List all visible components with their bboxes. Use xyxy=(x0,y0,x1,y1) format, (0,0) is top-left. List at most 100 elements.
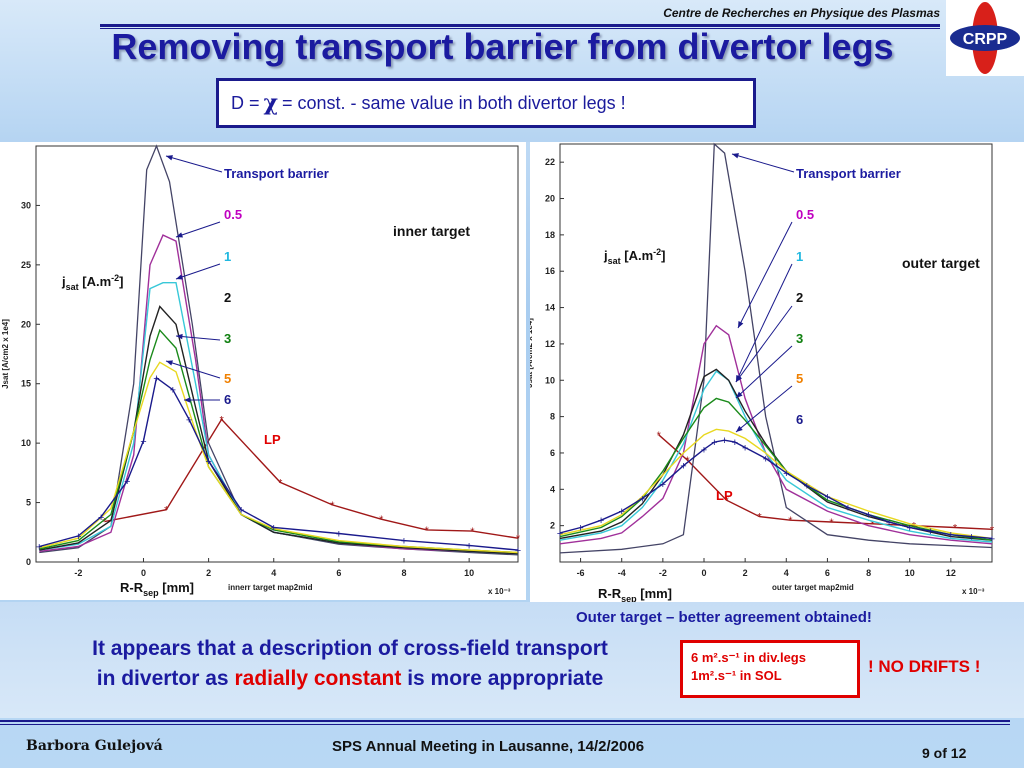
y-tick-label: 22 xyxy=(545,157,555,167)
plot-frame xyxy=(35,145,519,563)
formula-suffix: = const. - same value in both divertor l… xyxy=(282,92,626,113)
legend-arrow-transport-barrier xyxy=(731,153,795,173)
x-tick-label: 0 xyxy=(701,568,706,578)
series-6-point-marker: + xyxy=(466,540,472,552)
lp-point-marker: * xyxy=(657,430,662,442)
legend-label-3: 3 xyxy=(796,331,803,346)
series-6-point-marker: + xyxy=(968,532,974,544)
series-6-point-marker: + xyxy=(205,456,211,468)
series-6-point-marker: + xyxy=(762,453,768,465)
series-line-6 xyxy=(559,439,993,540)
y-axis-label: Jsat [A/cm2 x 1e4] xyxy=(1,319,10,389)
y-tick-label: 16 xyxy=(545,266,555,276)
x-tick-label: 8 xyxy=(402,568,407,578)
legend-arrowhead-0-5 xyxy=(176,232,183,238)
conclusion-pre: in divertor as xyxy=(96,667,229,690)
series-6-point-marker: + xyxy=(680,461,686,473)
series-6-point-marker: + xyxy=(865,510,871,522)
series-line-0-5 xyxy=(559,324,993,545)
series-6-point-marker: + xyxy=(598,515,604,527)
footer-meeting: SPS Annual Meeting in Lausanne, 14/2/200… xyxy=(332,738,645,755)
lp-point-marker: * xyxy=(724,495,729,507)
formula-prefix: D = xyxy=(231,92,260,113)
legend-label-transport-barrier: Transport barrier xyxy=(796,166,901,181)
lp-point-marker: * xyxy=(330,500,335,512)
series-line-lp xyxy=(104,418,519,539)
lp-point-marker: * xyxy=(788,515,793,527)
legend-arrowhead-5 xyxy=(736,425,743,432)
series-6-point-marker: + xyxy=(577,522,583,534)
legend-label-5: 5 xyxy=(796,371,803,386)
lp-point-marker: * xyxy=(953,522,958,534)
target-annotation: inner target xyxy=(393,223,470,239)
jsat-annotation: jsat [A.m-2] xyxy=(603,247,666,266)
y-tick-label: 4 xyxy=(550,484,555,494)
legend-label-lp: LP xyxy=(716,488,733,503)
series-6-point-marker: + xyxy=(721,435,727,447)
series-6-point-marker: + xyxy=(732,437,738,449)
series-line-5 xyxy=(39,361,519,554)
legend-label-0-5: 0.5 xyxy=(224,207,242,222)
r-rsep-annotation: R-Rsep [mm] xyxy=(598,586,672,602)
series-6-point-marker: + xyxy=(906,522,912,534)
series-6-point-marker: + xyxy=(742,443,748,455)
legend-label-lp: LP xyxy=(264,432,281,447)
diffusion-sol: 1m².s⁻¹ in SOL xyxy=(691,668,782,683)
series-6-point-marker: + xyxy=(824,492,830,504)
y-tick-label: 8 xyxy=(550,412,555,422)
conclusion-post: is more appropriate xyxy=(407,667,604,690)
legend-arrow-0-5 xyxy=(175,221,221,238)
legend-arrow-5 xyxy=(735,385,793,433)
series-6-point-marker: + xyxy=(639,493,645,505)
series-6-point-marker: + xyxy=(927,526,933,538)
series-6-point-marker: + xyxy=(948,530,954,542)
series-line-transport-barrier xyxy=(559,142,993,554)
series-6-point-marker: + xyxy=(783,468,789,480)
series-6-point-marker: + xyxy=(660,479,666,491)
diffusion-div-legs: 6 m².s⁻¹ in div.legs xyxy=(691,650,806,665)
legend-label-2: 2 xyxy=(224,290,231,305)
y-tick-label: 0 xyxy=(26,557,31,567)
x-tick-label: 4 xyxy=(271,568,276,578)
series-6-point-marker: + xyxy=(401,536,407,548)
y-tick-label: 10 xyxy=(545,375,555,385)
series-6-point-marker: + xyxy=(845,502,851,514)
conclusion-line2: in divertor as radially constant is more… xyxy=(30,664,670,694)
legend-label-transport-barrier: Transport barrier xyxy=(224,166,329,181)
jsat-annotation: jsat [A.m-2] xyxy=(61,273,124,292)
series-6-point-marker: + xyxy=(804,481,810,493)
legend-label-1: 1 xyxy=(796,249,803,264)
crpp-logo: CRPP xyxy=(946,0,1024,76)
legend-label-3: 3 xyxy=(224,331,231,346)
series-6-point-marker: + xyxy=(140,436,146,448)
no-drifts-note: ! NO DRIFTS ! xyxy=(868,657,981,676)
conclusion-text: It appears that a description of cross-f… xyxy=(30,634,670,694)
lp-point-marker: * xyxy=(164,505,169,517)
slide-title: Removing transport barrier from divertor… xyxy=(111,26,894,67)
legend-arrow-5 xyxy=(165,360,221,379)
x-tick-label: 10 xyxy=(905,568,915,578)
page-number: 9 of 12 xyxy=(922,745,967,761)
target-annotation: outer target xyxy=(902,255,980,271)
x-multiplier: x 10⁻³ xyxy=(488,587,511,596)
series-6-point-marker: + xyxy=(557,528,563,540)
legend-arrow-3 xyxy=(175,335,221,341)
y-tick-label: 5 xyxy=(26,498,31,508)
lp-point-marker: * xyxy=(278,477,283,489)
lp-point-marker: * xyxy=(219,414,224,426)
lp-point-marker: * xyxy=(990,524,995,536)
x-tick-label: -6 xyxy=(577,568,585,578)
legend-arrowhead-1 xyxy=(176,274,183,280)
y-tick-label: 10 xyxy=(21,438,31,448)
series-6-point-marker: + xyxy=(98,512,104,524)
logo-text: CRPP xyxy=(963,31,1008,48)
series-6-point-marker: + xyxy=(124,476,130,488)
lp-point-marker: * xyxy=(425,525,430,537)
chi-symbol: χ xyxy=(263,90,278,116)
series-6-point-marker: + xyxy=(336,528,342,540)
footer-author: Barbora Gulejová xyxy=(26,738,163,754)
org-name: Centre de Recherches en Physique des Pla… xyxy=(663,6,940,20)
series-6-point-marker: + xyxy=(271,523,277,535)
series-6-point-marker: + xyxy=(75,531,81,543)
legend-label-5: 5 xyxy=(224,371,231,386)
